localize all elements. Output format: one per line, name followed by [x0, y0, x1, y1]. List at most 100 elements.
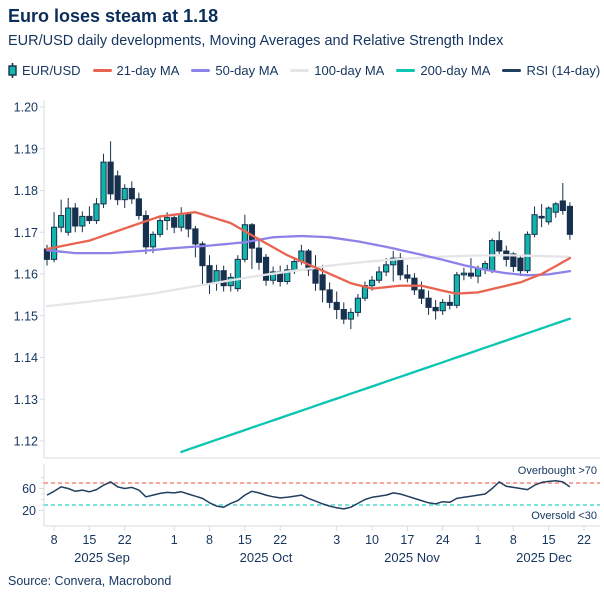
rsi-swatch-icon: [502, 69, 522, 72]
candle-up: [156, 220, 164, 235]
ma-100-line: [45, 254, 572, 308]
ma200-swatch-icon: [396, 69, 416, 72]
ma21-swatch-icon: [92, 69, 112, 72]
candle-up: [481, 263, 489, 270]
candle-down: [107, 161, 114, 195]
rsi-tick-label: 20: [22, 504, 36, 518]
candle-down: [171, 217, 178, 228]
candle-up: [460, 272, 467, 276]
candle-up: [368, 279, 376, 287]
price-tick-label: 1.16: [14, 268, 38, 282]
candle-down: [446, 301, 453, 306]
candle-up: [347, 311, 354, 320]
x-axis: 8 15 22 1 8 15 22 3 10 17 24 1 8 15 22 2025 Sep 2025 Oct…: [51, 526, 591, 565]
candle-up: [234, 258, 241, 290]
candle-down: [397, 257, 404, 276]
candle-down: [262, 256, 270, 281]
day-tick-label: 3: [333, 533, 340, 547]
chart-title: Euro loses steam at 1.18: [8, 6, 219, 26]
day-tick-label: 24: [436, 533, 450, 547]
legend-item-rsi: RSI (14-day): [502, 63, 600, 78]
day-tick-label: 22: [273, 533, 287, 547]
candle-down: [418, 289, 425, 299]
candle-down: [220, 270, 227, 287]
candle-up: [291, 260, 298, 271]
candle-down: [559, 200, 566, 212]
axes: [43, 100, 600, 527]
ma100-swatch-icon: [290, 69, 310, 72]
legend-item-label: RSI (14-day): [526, 63, 601, 78]
price-tick-label: 1.12: [14, 435, 38, 449]
candle-down: [319, 274, 326, 291]
candle-up: [65, 207, 72, 233]
candle-up: [93, 203, 100, 222]
chart-subtitle: EUR/USD daily developments, Moving Avera…: [8, 33, 504, 49]
candle-up: [474, 268, 482, 277]
candle-down: [72, 207, 79, 227]
ma-50-line: [45, 234, 572, 277]
price-tick-label: 1.15: [14, 309, 38, 323]
day-tick-label: 22: [118, 533, 132, 547]
candle-up: [545, 207, 552, 223]
candle-up: [354, 297, 362, 313]
day-tick-label: 1: [475, 533, 482, 547]
legend-item-label: 50-day MA: [215, 63, 279, 78]
price-y-axis: 1.12 1.13 1.14 1.15 1.16 1.17 1.18 1.19 1.20: [14, 101, 44, 449]
candle-up: [453, 274, 460, 306]
candle-down: [425, 297, 432, 308]
day-tick-label: 15: [542, 533, 556, 547]
candle-down: [496, 240, 503, 252]
candle-up: [552, 203, 559, 213]
candlestick-icon: [8, 63, 17, 78]
price-tick-label: 1.13: [14, 393, 38, 407]
oversold-label: Oversold <30: [531, 510, 597, 522]
candle-down: [517, 257, 524, 272]
candle-up: [79, 215, 86, 227]
price-tick-label: 1.20: [14, 101, 38, 115]
candle-down: [255, 247, 263, 263]
legend-item-ma100: 100-day MA: [290, 63, 384, 78]
candle-down: [142, 215, 150, 248]
candle-up: [121, 187, 128, 201]
day-tick-label: 10: [365, 533, 379, 547]
candle-down: [206, 265, 213, 284]
candle-down: [326, 289, 333, 303]
price-tick-label: 1.19: [14, 142, 38, 156]
overbought-label: Overbought >70: [518, 465, 597, 477]
chart-legend: EUR/USD 21-day MA 50-day MA 100-day MA 200-d…: [8, 63, 600, 78]
candle-up: [178, 212, 185, 228]
candle-down: [566, 205, 573, 235]
candle-down: [411, 277, 418, 291]
month-label: 2025 Nov: [384, 550, 440, 565]
candle-down: [538, 215, 545, 219]
day-tick-label: 1: [171, 533, 178, 547]
legend-item-label: 100-day MA: [314, 63, 385, 78]
candle-up: [164, 217, 171, 222]
day-tick-label: 8: [51, 533, 58, 547]
candle-up: [284, 269, 291, 283]
candle-up: [439, 301, 446, 312]
candle-down: [305, 250, 312, 271]
candle-down: [114, 175, 121, 201]
candle-down: [340, 308, 347, 320]
rsi-tick-label: 60: [22, 482, 36, 496]
ma-21-line: [45, 211, 572, 295]
legend-item-eurusd: EUR/USD: [8, 63, 81, 78]
day-tick-label: 17: [400, 533, 414, 547]
candle-up: [383, 264, 390, 273]
candle-up: [524, 233, 531, 272]
candle-up: [390, 257, 397, 266]
month-label: 2025 Oct: [240, 550, 293, 565]
day-tick-label: 15: [238, 533, 252, 547]
candle-down: [128, 187, 135, 200]
price-tick-label: 1.18: [14, 184, 38, 198]
candle-up: [100, 161, 107, 205]
source-note: Source: Convera, Macrobond: [8, 574, 172, 588]
candle-down: [86, 215, 93, 222]
legend-item-label: 21-day MA: [116, 63, 180, 78]
day-tick-label: 8: [206, 533, 213, 547]
candle-down: [192, 228, 199, 245]
candle-up: [531, 214, 538, 235]
